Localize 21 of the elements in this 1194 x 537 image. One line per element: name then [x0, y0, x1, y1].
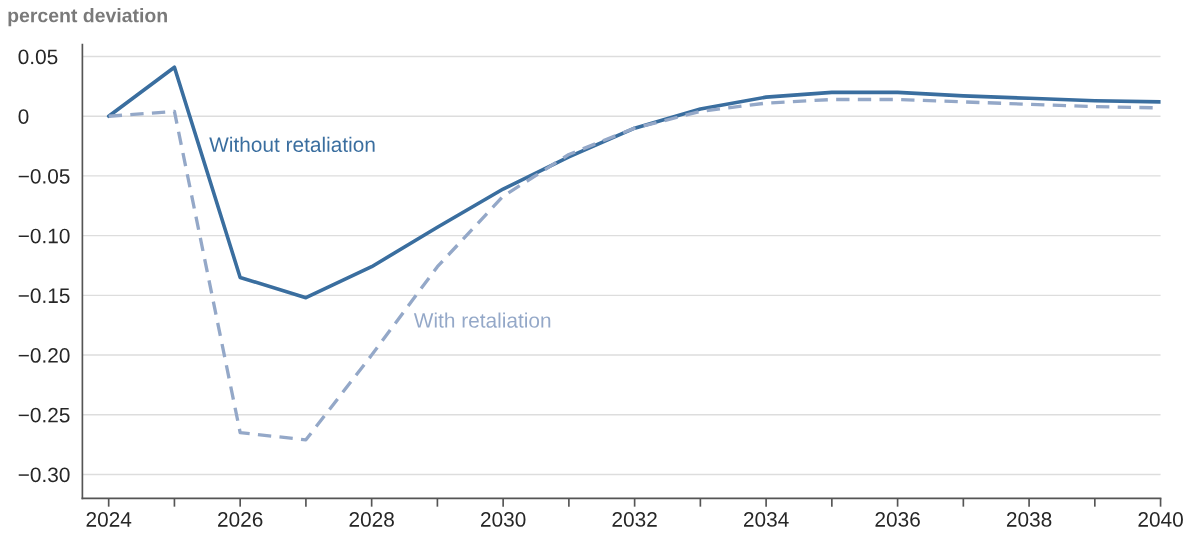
- y-tick-label: 0: [18, 109, 29, 124]
- y-tick-label: −0.15: [18, 288, 70, 304]
- y-tick-label: 0.05: [18, 49, 58, 65]
- y-axis-title: percent deviation: [8, 8, 167, 27]
- x-tick-label: 2032: [612, 512, 657, 527]
- y-tick-label: −0.25: [18, 407, 70, 423]
- series-label: With retaliation: [413, 312, 551, 328]
- series-label: Without retaliation: [209, 136, 375, 153]
- line-series: [106, 65, 1161, 300]
- x-tick-label: 2026: [218, 512, 263, 527]
- y-tick-label: −0.05: [18, 168, 70, 184]
- x-tick-label: 2040: [1138, 512, 1183, 527]
- y-tick-label: −0.30: [18, 467, 70, 483]
- x-tick-label: 2036: [875, 512, 920, 527]
- x-tick-label: 2024: [86, 512, 132, 527]
- x-tick-label: 2028: [349, 512, 394, 527]
- y-tick-label: −0.10: [18, 228, 70, 244]
- x-tick-label: 2038: [1006, 512, 1052, 527]
- y-tick-label: −0.20: [18, 348, 70, 363]
- x-tick-label: 2030: [481, 512, 526, 527]
- x-tick-label: 2034: [743, 512, 789, 527]
